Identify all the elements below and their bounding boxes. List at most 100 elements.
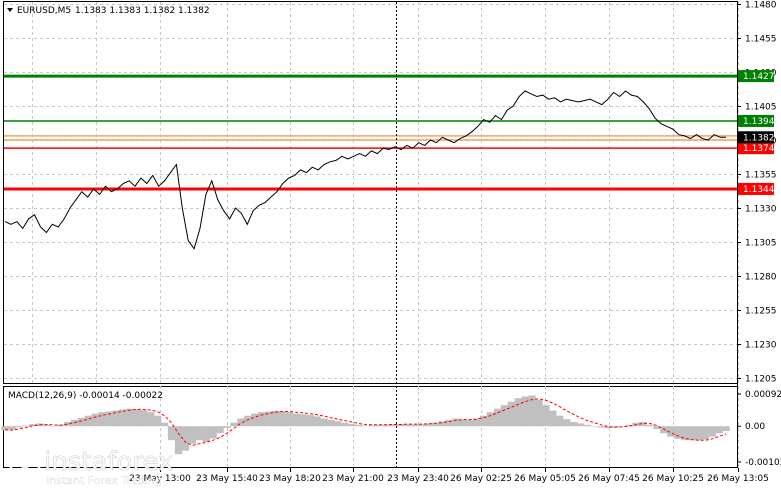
macd-bar: [486, 412, 495, 427]
macd-bar: [251, 413, 259, 427]
macd-bar: [271, 410, 280, 427]
level-label-box: [738, 182, 774, 195]
macd-bar: [521, 396, 529, 427]
current-price-label: 1.1382: [743, 133, 775, 143]
macd-signal-line: [4, 398, 727, 447]
level-labels: 1.1427 1.1394 1.1374 1.1344 1.1382: [738, 70, 775, 195]
macd-bar: [694, 426, 703, 441]
macd-bar: [50, 426, 58, 427]
macd-bar: [473, 418, 481, 427]
macd-bar: [369, 425, 377, 427]
macd-bar: [424, 423, 432, 427]
macd-bar: [258, 412, 266, 427]
macd-bar: [15, 426, 23, 428]
macd-bar: [341, 422, 349, 427]
macd-tick-label: 0.00092: [745, 390, 781, 400]
macd-bar: [244, 415, 252, 427]
macd-bar: [410, 424, 418, 427]
macd-bar: [195, 426, 203, 441]
price-tick-label: 1.1230: [745, 341, 777, 351]
time-tick-label: 26 May 02:25: [450, 474, 512, 484]
watermark-tagline: Instant Forex Trading: [46, 474, 162, 487]
instaforex-logo: instaforex Instant Forex Trading: [8, 445, 174, 487]
macd-bar: [167, 426, 176, 441]
level-label-box: [738, 114, 774, 127]
time-tick-label: 26 May 13:05: [707, 474, 769, 484]
current-price-box: [738, 131, 774, 144]
macd-bar: [22, 425, 30, 427]
macd-bar: [348, 424, 356, 427]
macd-bar: [583, 424, 592, 427]
symbol-label: EURUSD,M5: [17, 6, 71, 16]
macd-bar: [389, 424, 398, 427]
macd-bar: [355, 424, 363, 427]
macd-bar: [625, 424, 633, 427]
macd-bar: [722, 426, 730, 432]
time-tick-label: 23 May 18:20: [259, 474, 321, 484]
macd-bar: [375, 424, 384, 427]
macd-bar: [8, 426, 16, 430]
macd-bar: [98, 412, 106, 427]
macd-bar: [306, 415, 314, 427]
macd-bar: [230, 422, 238, 427]
price-tick-label: 1.1330: [745, 205, 777, 215]
macd-bar: [674, 426, 682, 439]
macd-label: MACD(12,26,9) -0.00014 -0.00022: [8, 391, 163, 401]
price-tick-label: 1.1280: [745, 273, 777, 283]
macd-series: [1, 395, 730, 455]
macd-bar: [542, 405, 550, 427]
price-tick-label: 1.1205: [745, 375, 777, 385]
price-tick-label: 1.1255: [745, 307, 777, 317]
time-tick-label: 23 May 23:40: [387, 474, 449, 484]
time-tick-label: 26 May 07:45: [578, 474, 640, 484]
price-tick-label: 1.1455: [745, 35, 777, 45]
macd-bar: [320, 418, 328, 427]
macd-bar: [334, 421, 342, 427]
macd-bar: [507, 401, 515, 427]
macd-bar: [133, 409, 141, 427]
macd-bar: [667, 426, 675, 437]
watermark-brand: instaforex: [44, 447, 173, 477]
macd-bar: [431, 422, 439, 427]
macd-bar: [563, 419, 571, 427]
time-tick-label: 23 May 15:40: [196, 474, 258, 484]
price-tick-label: 1.1305: [745, 239, 777, 249]
macd-bar: [403, 424, 411, 427]
macd-bar: [209, 426, 217, 439]
macd-bar: [140, 410, 148, 427]
price-tick-label: 1.1355: [745, 171, 777, 181]
macd-bar: [466, 419, 474, 427]
level-label-box: [738, 142, 774, 155]
price-line: [4, 90, 726, 250]
macd-bar: [43, 424, 51, 427]
macd-bar: [687, 426, 696, 441]
macd-bar: [63, 422, 72, 427]
macd-bar: [237, 418, 245, 427]
macd-bar: [528, 395, 536, 427]
macd-grid: [160, 386, 739, 467]
macd-bar: [576, 423, 585, 427]
macd-bar: [452, 418, 460, 427]
level-label: 1.1374: [743, 144, 775, 154]
price-series: [4, 90, 726, 250]
macd-bar: [549, 410, 557, 427]
price-tick-labels: 1.14801.14551.14301.14051.13801.13551.13…: [737, 1, 777, 385]
dropdown-triangle-icon[interactable]: [7, 8, 13, 12]
macd-bar: [701, 426, 709, 440]
macd-bar: [112, 410, 120, 427]
macd-bar: [646, 424, 654, 427]
macd-bar: [445, 419, 453, 427]
macd-bar: [604, 426, 612, 429]
time-tick-label: 23 May 13:00: [129, 474, 191, 484]
time-tick-label: 26 May 10:25: [642, 474, 704, 484]
macd-bar: [438, 421, 446, 427]
macd-tick-label: 0.00: [745, 422, 765, 432]
macd-bar: [84, 415, 92, 427]
macd-bar: [299, 414, 307, 427]
macd-bar: [396, 424, 404, 427]
level-label: 1.1427: [743, 72, 775, 82]
macd-bar: [313, 416, 321, 427]
macd-bar: [1, 426, 9, 431]
logo-ring-icon: [8, 445, 42, 479]
